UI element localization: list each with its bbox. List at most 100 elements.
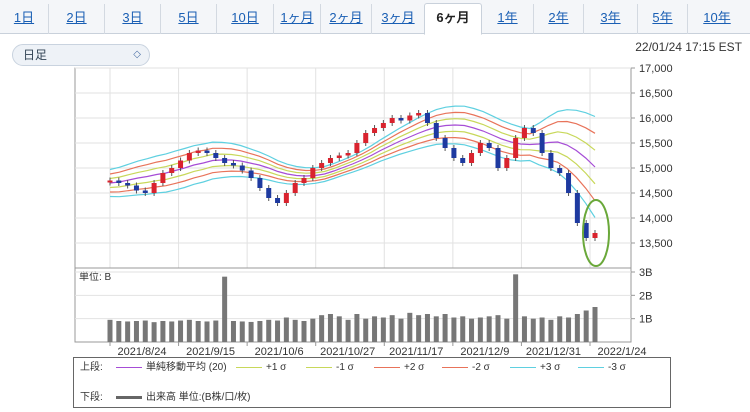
tab-6m[interactable]: 6ヶ月 <box>424 3 482 35</box>
candle-body <box>301 178 307 183</box>
candle-body <box>345 153 351 156</box>
volume-bar <box>521 316 527 342</box>
volume-bar <box>195 321 201 342</box>
tab-5y[interactable]: 5年 <box>638 4 688 34</box>
tab-3d[interactable]: 3日 <box>105 4 161 34</box>
candle-body <box>566 173 572 193</box>
x-tick-label: 2022/1/24 <box>598 346 647 358</box>
volume-bar <box>583 310 589 342</box>
volume-bar <box>178 320 184 342</box>
volume-bar <box>486 316 492 342</box>
volume-bar <box>416 315 422 342</box>
candle-body <box>230 163 236 166</box>
legend-item-minus1sigma: -1 σ <box>306 360 354 376</box>
candle-body <box>310 168 316 178</box>
volume-bar <box>213 320 219 342</box>
legend-upper-row: 上段: 単純移動平均 (20) +1 σ -1 σ +2 σ -2 σ +3 σ… <box>74 360 670 376</box>
volume-bar <box>275 320 281 342</box>
volume-bar <box>160 321 166 342</box>
candle-body <box>407 115 413 121</box>
chevron-updown-icon: ◇ <box>133 49 141 60</box>
volume-bar <box>389 315 395 342</box>
price-tick-label: 16,000 <box>639 113 673 125</box>
volume-bar <box>469 318 475 342</box>
candle-body <box>186 153 192 161</box>
candle-body <box>248 170 254 178</box>
price-tick-label: 15,500 <box>639 138 673 150</box>
tab-10y[interactable]: 10年 <box>703 10 731 25</box>
candle-body <box>160 173 166 183</box>
tab-1y[interactable]: 1年 <box>482 4 534 34</box>
candle-body <box>372 128 378 133</box>
tab-1m[interactable]: 1ヶ月 <box>274 4 321 34</box>
volume-bar <box>310 318 316 342</box>
volume-bar <box>504 318 510 342</box>
candle-body <box>336 155 342 158</box>
x-tick-label: 2021/10/27 <box>320 346 375 358</box>
volume-bar <box>125 321 131 342</box>
candle-body <box>116 180 122 183</box>
candle-body <box>319 163 325 168</box>
tab-2m[interactable]: 2ヶ月 <box>321 4 372 34</box>
volume-bar <box>477 317 483 342</box>
candle-body <box>266 188 272 198</box>
volume-bar <box>592 307 598 342</box>
candle-body <box>125 183 131 186</box>
legend-item-plus2sigma: +2 σ <box>374 360 424 376</box>
volume-bar <box>186 319 192 342</box>
candle-body <box>504 158 510 168</box>
volume-bar <box>151 322 157 342</box>
candle-body <box>424 113 430 123</box>
x-tick-label: 2021/12/9 <box>460 346 509 358</box>
highlight-ellipse <box>582 199 610 267</box>
candle-body <box>574 193 580 223</box>
volume-bar <box>557 316 563 342</box>
tab-2d[interactable]: 2日 <box>49 4 105 34</box>
candle-body <box>486 143 492 148</box>
candle-body <box>363 133 369 143</box>
tab-3y[interactable]: 3年 <box>584 4 638 34</box>
volume-bar <box>319 315 325 342</box>
tab-3m[interactable]: 3ヶ月 <box>381 10 415 25</box>
candle-body <box>283 193 289 203</box>
volume-bar <box>283 317 289 342</box>
volume-unit-label: 単位: B <box>79 270 112 283</box>
candle-body <box>451 148 457 158</box>
volume-bar <box>336 316 342 342</box>
volume-bar <box>116 321 122 342</box>
volume-plot-area <box>74 267 632 343</box>
tab-5d[interactable]: 5日 <box>161 4 217 34</box>
x-tick-label: 2021/8/24 <box>118 346 167 358</box>
price-tick-label: 14,000 <box>639 213 673 225</box>
tab-1d[interactable]: 1日 <box>0 4 49 34</box>
volume-bar <box>566 317 572 342</box>
candle-body <box>195 150 201 153</box>
legend-item-minus3sigma: -3 σ <box>578 360 626 376</box>
volume-bar <box>574 314 580 342</box>
candle-body <box>142 190 148 193</box>
volume-bar <box>363 318 369 342</box>
candle-body <box>416 113 422 116</box>
volume-bar <box>169 321 175 342</box>
volume-bar <box>257 321 263 342</box>
candle-body <box>398 118 404 121</box>
volume-bar <box>345 319 351 342</box>
band-minus3sigma <box>109 143 596 218</box>
volume-bar <box>495 315 501 342</box>
candle-body <box>548 153 554 168</box>
price-tick-label: 15,000 <box>639 163 673 175</box>
legend-item-volume: 出来高 単位:(B株/口/枚) <box>116 390 250 406</box>
legend-lower-row: 下段: 出来高 単位:(B株/口/枚) <box>74 390 670 406</box>
tab-2y[interactable]: 2年 <box>534 4 584 34</box>
tab-10d[interactable]: 10日 <box>217 4 274 34</box>
legend-item-minus2sigma: -2 σ <box>442 360 490 376</box>
candle-body <box>169 168 175 173</box>
band-plus3sigma <box>109 105 596 171</box>
volume-bar <box>292 319 298 342</box>
volume-bar <box>204 321 210 342</box>
volume-bar <box>107 319 113 342</box>
volume-bar <box>433 316 439 342</box>
volume-bar <box>530 318 536 342</box>
candle-period-select[interactable]: 日足 ◇ <box>12 44 150 66</box>
